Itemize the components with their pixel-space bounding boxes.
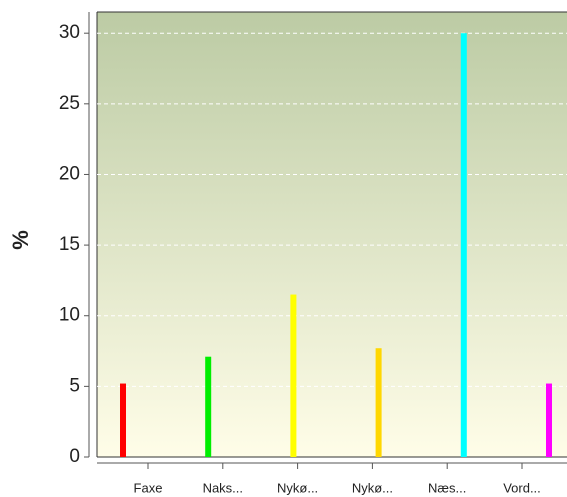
plot-area (97, 12, 567, 457)
x-tick-label: Nykø... (352, 480, 393, 495)
x-tick-label: Næs... (428, 480, 466, 495)
bar (460, 33, 467, 457)
y-tick-label: 20 (59, 163, 80, 184)
x-tick-label: Nykø... (277, 480, 318, 495)
y-axis-label: % (8, 230, 33, 250)
x-tick-label: Vord... (503, 480, 541, 495)
bar (120, 383, 126, 457)
y-tick-label: 15 (59, 234, 80, 255)
bar (290, 294, 297, 457)
bar (375, 348, 382, 457)
x-tick-label: Naks... (203, 480, 243, 495)
y-tick-label: 5 (69, 375, 80, 396)
bar (205, 356, 212, 457)
x-tick-label: Faxe (134, 480, 163, 495)
y-tick-label: 25 (59, 93, 80, 114)
bar (546, 383, 552, 457)
y-tick-label: 10 (59, 305, 80, 326)
y-tick-label: 30 (59, 22, 80, 43)
y-tick-label: 0 (69, 446, 80, 467)
